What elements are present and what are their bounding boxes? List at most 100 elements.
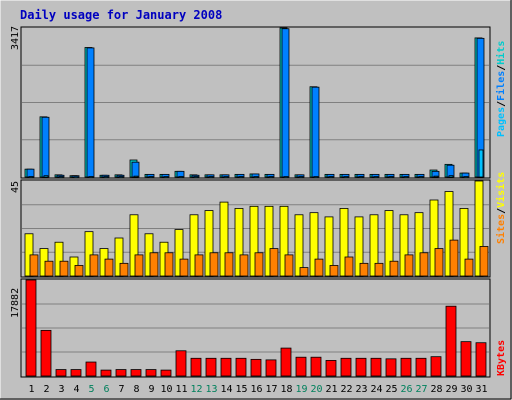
kbytes-bar: [235, 357, 247, 377]
pages-bar: [373, 176, 379, 178]
day-label: 26: [400, 384, 412, 395]
pages-bar: [238, 176, 244, 178]
panel-hits-files-pages: 3417 Pages/Files/Hits: [10, 26, 507, 179]
visits-bar: [354, 216, 364, 277]
kbytes-bar: [460, 341, 472, 377]
hits-bars-group: [22, 27, 489, 179]
pages-bar: [43, 175, 49, 178]
visits-bar: [444, 191, 454, 277]
kbytes-bar: [220, 357, 232, 377]
visits-bar: [399, 214, 409, 277]
sites-bar: [389, 260, 399, 277]
legend-text: Pages/Files/Hits: [495, 41, 507, 137]
pages-bar: [403, 176, 409, 178]
day-label: 4: [73, 384, 79, 395]
kbytes-bar: [340, 357, 352, 377]
legend-entry: /: [496, 101, 507, 107]
legend-entry: KBytes: [496, 340, 507, 376]
panel-hits-max-label: 3417: [10, 26, 21, 50]
pages-bar: [178, 176, 184, 178]
pages-bar: [208, 176, 214, 178]
kbytes-bar: [415, 357, 427, 377]
sites-bar: [344, 256, 354, 277]
visits-bar: [114, 237, 124, 277]
day-label: 9: [148, 384, 154, 395]
legend-entry: /: [496, 208, 507, 214]
sites-bar: [44, 260, 54, 277]
pages-bar: [418, 176, 424, 178]
pages-bar: [148, 176, 154, 178]
visits-bar: [174, 229, 184, 277]
kbytes-bar: [40, 329, 52, 377]
day-label: 15: [235, 384, 247, 395]
sites-bar: [29, 254, 39, 277]
pages-bar: [223, 176, 229, 178]
visits-bar: [384, 210, 394, 277]
pages-bar: [448, 175, 454, 178]
visits-bar: [339, 208, 349, 277]
pages-bar: [298, 176, 304, 178]
kbytes-bar: [160, 369, 172, 377]
pages-bar: [28, 176, 34, 178]
day-label: 12: [190, 384, 202, 395]
sites-bar: [374, 262, 384, 277]
kbytes-bar: [190, 357, 202, 377]
pages-bar: [358, 176, 364, 178]
sites-bar: [464, 258, 474, 277]
visits-bar: [414, 212, 424, 277]
visits-bar: [279, 205, 289, 277]
kbytes-bar: [475, 342, 487, 377]
day-label: 24: [370, 384, 382, 395]
pages-bar: [433, 175, 439, 178]
day-label: 5: [88, 384, 94, 395]
day-label: 14: [220, 384, 232, 395]
kbytes-bar: [130, 369, 142, 377]
panel-visits-sites: 45 Sites/Visits: [10, 172, 507, 278]
kbytes-bar: [445, 305, 457, 377]
legend-entry: Visits: [495, 172, 507, 208]
kbytes-bar: [85, 361, 97, 377]
kbytes-bar: [430, 356, 442, 377]
legend-entry: Sites: [495, 214, 507, 244]
pages-bar: [193, 176, 199, 178]
pages-bar: [58, 176, 64, 178]
files-bar: [26, 168, 35, 178]
day-label: 23: [355, 384, 367, 395]
day-label: 13: [205, 384, 217, 395]
kbytes-bar: [265, 359, 277, 377]
kbytes-bar: [55, 369, 67, 377]
sites-bar: [404, 254, 414, 277]
panel-visits-max-label: 45: [10, 181, 21, 193]
visits-bar: [189, 214, 199, 277]
files-bar: [446, 164, 455, 178]
sites-bar: [59, 260, 69, 277]
kbytes-bars-group: [22, 279, 489, 377]
kbytes-bar: [100, 369, 112, 377]
sites-bar: [149, 252, 159, 277]
pages-bar: [463, 176, 469, 178]
day-label: 1: [28, 384, 34, 395]
legend-entry: Hits: [495, 41, 507, 65]
kbytes-bar: [280, 347, 292, 377]
kbytes-bar: [25, 279, 37, 377]
pages-bar: [88, 176, 94, 178]
sites-bar: [299, 267, 309, 277]
visits-bar: [84, 231, 94, 277]
sites-bar: [434, 248, 444, 277]
pages-bar: [343, 176, 349, 178]
sites-bar: [194, 254, 204, 277]
sites-bar: [269, 248, 279, 277]
visits-bar: [294, 214, 304, 277]
pages-bar: [103, 176, 109, 178]
day-label: 6: [103, 384, 109, 395]
files-bar: [86, 47, 95, 178]
kbytes-bar: [70, 369, 82, 377]
files-bar: [131, 161, 140, 178]
sites-bar: [134, 254, 144, 277]
visits-bar: [264, 205, 274, 277]
sites-bar: [449, 239, 459, 277]
sites-bar: [359, 262, 369, 277]
day-label: 29: [445, 384, 457, 395]
sites-bar: [119, 262, 129, 277]
pages-bar: [253, 176, 259, 178]
